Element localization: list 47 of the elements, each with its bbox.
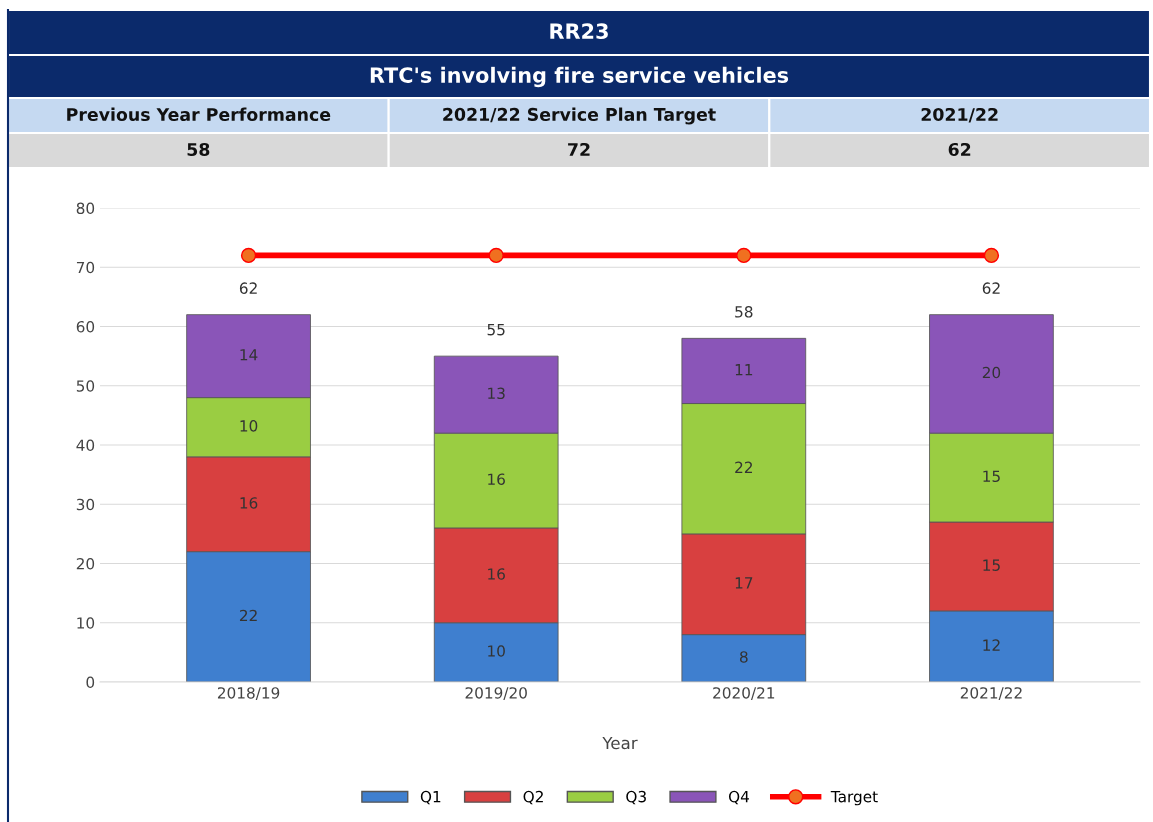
data-label: 15 (983, 559, 1000, 571)
text: Previous Year Performance (67, 107, 331, 122)
legend-label: Q1 (420, 790, 441, 805)
total-label: 62 (239, 282, 257, 294)
y-tick-label: 60 (76, 320, 95, 333)
y-tick-label: 0 (86, 676, 95, 689)
text: 62 (948, 142, 971, 157)
data-label: 10 (488, 645, 505, 657)
legend-label: Q2 (523, 790, 543, 805)
text: 72 (568, 142, 590, 156)
text: 58 (187, 142, 210, 157)
y-tick-label: 30 (76, 498, 95, 511)
chart-title: RR23 (550, 23, 608, 40)
data-label: 14 (240, 349, 258, 361)
y-tick-label: 50 (76, 380, 95, 392)
text: 2021/22 (921, 107, 998, 123)
data-label: 16 (240, 497, 258, 509)
data-label: 22 (735, 461, 752, 473)
text: 2021/22 Service Plan Target (443, 107, 716, 125)
x-tick-label: 2019/20 (465, 687, 527, 700)
data-label: 17 (735, 577, 753, 589)
y-tick-label: 40 (76, 439, 95, 452)
chart-subtitle: RTC's involving fire service vehicles (370, 66, 789, 88)
x-tick-label: 2021/22 (960, 687, 1022, 700)
legend-label: Q3 (626, 790, 646, 805)
data-label: 16 (488, 473, 505, 485)
data-label: 20 (982, 366, 1001, 379)
legend-label: Target (830, 791, 878, 806)
total-label: 55 (487, 324, 505, 336)
data-label: 15 (983, 470, 1000, 483)
y-tick-label: 80 (76, 202, 95, 215)
total-label: 58 (735, 306, 753, 318)
y-tick-label: 70 (76, 261, 95, 274)
x-tick-label: 2020/21 (713, 687, 775, 700)
data-label: 10 (240, 420, 258, 432)
data-label: 22 (239, 609, 257, 622)
y-tick-label: 10 (77, 617, 95, 629)
data-label: 16 (488, 568, 505, 580)
data-label: 12 (983, 639, 1000, 651)
total-label: 62 (982, 282, 1000, 294)
data-label: 13 (488, 387, 505, 400)
x-tick-label: 2018/19 (217, 687, 280, 700)
x-axis-title: Year (602, 736, 638, 750)
data-label: 11 (735, 364, 753, 376)
y-tick-label: 20 (76, 557, 95, 570)
data-label: 8 (739, 651, 748, 663)
legend-label: Q4 (728, 790, 749, 805)
